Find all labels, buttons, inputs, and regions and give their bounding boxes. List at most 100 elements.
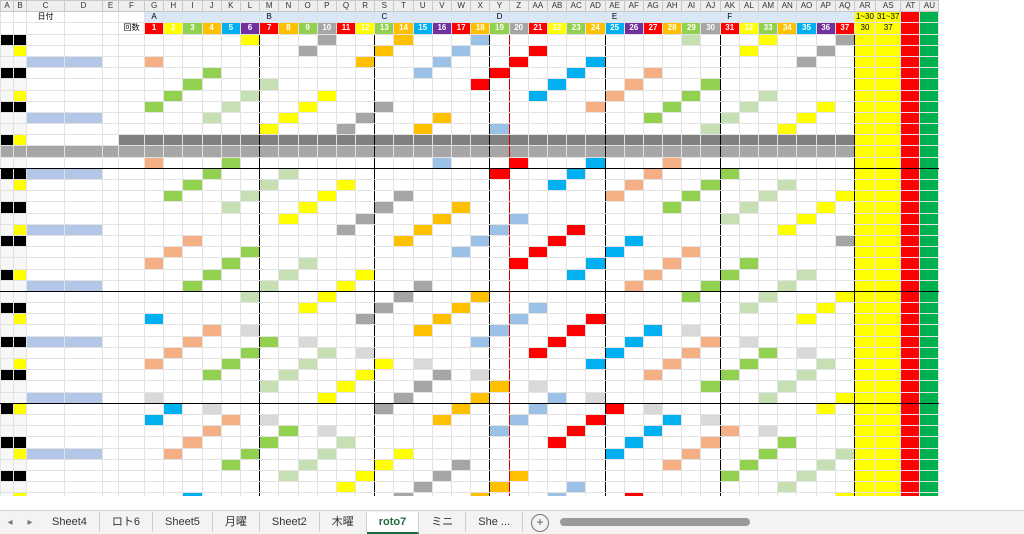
table-cell[interactable] (719, 257, 740, 270)
table-cell[interactable] (26, 44, 65, 57)
table-cell[interactable] (489, 167, 510, 181)
table-cell[interactable] (796, 413, 817, 427)
table-cell[interactable] (874, 302, 902, 315)
table-cell[interactable] (0, 178, 14, 192)
table-cell[interactable] (757, 234, 779, 248)
table-cell[interactable] (815, 335, 836, 348)
table-cell[interactable] (316, 212, 337, 225)
table-cell[interactable] (489, 178, 510, 192)
table-cell[interactable] (662, 33, 683, 46)
table-cell[interactable] (278, 100, 299, 113)
table-cell[interactable] (853, 78, 876, 91)
table-cell[interactable] (796, 492, 817, 496)
table-cell[interactable] (239, 413, 261, 427)
table-cell[interactable] (853, 134, 876, 147)
table-cell[interactable] (834, 201, 855, 214)
table-cell[interactable] (259, 391, 280, 404)
table-cell[interactable] (297, 380, 318, 393)
table-cell[interactable] (355, 67, 376, 80)
table-cell[interactable] (220, 111, 241, 125)
table-cell[interactable] (662, 357, 683, 371)
table-cell[interactable] (259, 447, 280, 460)
table-cell[interactable] (585, 78, 606, 91)
table-cell[interactable] (700, 369, 721, 382)
table-cell[interactable] (64, 78, 103, 91)
table-cell[interactable] (143, 413, 165, 427)
table-cell[interactable] (239, 481, 261, 494)
table-cell[interactable] (777, 134, 798, 147)
table-cell[interactable] (26, 492, 65, 496)
table-cell[interactable] (143, 156, 165, 169)
table-cell[interactable] (642, 67, 664, 80)
table-cell[interactable] (201, 357, 222, 371)
table-cell[interactable] (508, 357, 529, 371)
table-cell[interactable] (527, 391, 548, 404)
table-cell[interactable] (700, 33, 721, 46)
table-cell[interactable] (757, 324, 779, 337)
table-cell[interactable] (527, 89, 548, 102)
table-cell[interactable] (874, 313, 902, 326)
table-cell[interactable] (796, 425, 817, 438)
table-cell[interactable] (239, 89, 261, 102)
table-cell[interactable] (259, 246, 280, 259)
table-cell[interactable] (278, 55, 299, 69)
table-cell[interactable] (239, 33, 261, 46)
table-cell[interactable] (297, 123, 318, 136)
table-cell[interactable] (316, 145, 337, 158)
table-cell[interactable] (13, 123, 27, 136)
table-cell[interactable] (297, 335, 318, 348)
table-cell[interactable] (259, 223, 280, 236)
table-cell[interactable] (585, 481, 606, 494)
table-cell[interactable] (662, 201, 683, 214)
table-cell[interactable] (757, 78, 779, 91)
table-cell[interactable] (143, 123, 165, 136)
table-cell[interactable] (489, 268, 510, 281)
table-cell[interactable] (26, 279, 65, 292)
table-cell[interactable] (259, 481, 280, 494)
table-cell[interactable] (163, 178, 184, 192)
table-cell[interactable] (239, 436, 261, 449)
table-cell[interactable] (585, 279, 606, 292)
table-cell[interactable] (546, 391, 568, 404)
table-cell[interactable] (604, 290, 625, 304)
table-cell[interactable] (604, 234, 625, 248)
table-cell[interactable] (335, 436, 357, 449)
table-cell[interactable] (777, 357, 798, 371)
table-cell[interactable] (335, 55, 357, 69)
table-cell[interactable] (642, 234, 664, 248)
table-cell[interactable] (642, 44, 664, 57)
table-cell[interactable] (102, 436, 119, 449)
table-cell[interactable] (335, 357, 357, 371)
table-cell[interactable] (834, 246, 855, 259)
table-cell[interactable] (738, 335, 760, 348)
table-cell[interactable] (13, 234, 27, 248)
table-cell[interactable] (796, 268, 817, 281)
table-cell[interactable] (316, 234, 337, 248)
table-cell[interactable] (777, 89, 798, 102)
table-cell[interactable] (239, 234, 261, 248)
table-cell[interactable] (316, 357, 337, 371)
table-cell[interactable] (220, 78, 241, 91)
table-cell[interactable] (0, 458, 14, 471)
table-cell[interactable] (297, 212, 318, 225)
table-cell[interactable] (623, 346, 644, 360)
table-cell[interactable] (143, 167, 165, 181)
table-cell[interactable] (777, 167, 798, 181)
table-cell[interactable] (201, 178, 222, 192)
table-cell[interactable] (527, 402, 548, 415)
table-cell[interactable] (393, 44, 414, 57)
table-cell[interactable] (874, 346, 902, 360)
table-cell[interactable] (604, 268, 625, 281)
table-cell[interactable] (26, 134, 65, 147)
table-cell[interactable] (777, 324, 798, 337)
table-cell[interactable] (757, 111, 779, 125)
table-cell[interactable] (450, 402, 472, 415)
table-cell[interactable] (239, 425, 261, 438)
table-cell[interactable] (815, 290, 836, 304)
table-cell[interactable] (604, 246, 625, 259)
table-cell[interactable] (201, 290, 222, 304)
table-cell[interactable] (508, 458, 529, 471)
table-cell[interactable] (278, 257, 299, 270)
table-cell[interactable] (355, 201, 376, 214)
table-cell[interactable] (297, 234, 318, 248)
